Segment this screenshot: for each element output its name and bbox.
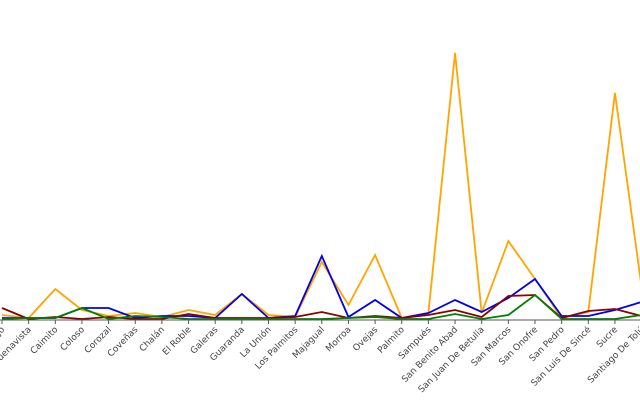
series-lines (1, 52, 640, 320)
series-line-2 (2, 253, 640, 319)
x-tick-label: Morroa (324, 325, 353, 354)
x-ticks: SincelejoBuenavistaCaimitoColosoCorozalC… (0, 320, 640, 395)
series-line-4 (1, 293, 640, 320)
x-tick-label: El Roble (161, 325, 194, 358)
x-tick-label: Sucre (595, 325, 620, 350)
x-tick-label: Caimito (29, 325, 61, 357)
series-line-1 (1, 52, 640, 320)
